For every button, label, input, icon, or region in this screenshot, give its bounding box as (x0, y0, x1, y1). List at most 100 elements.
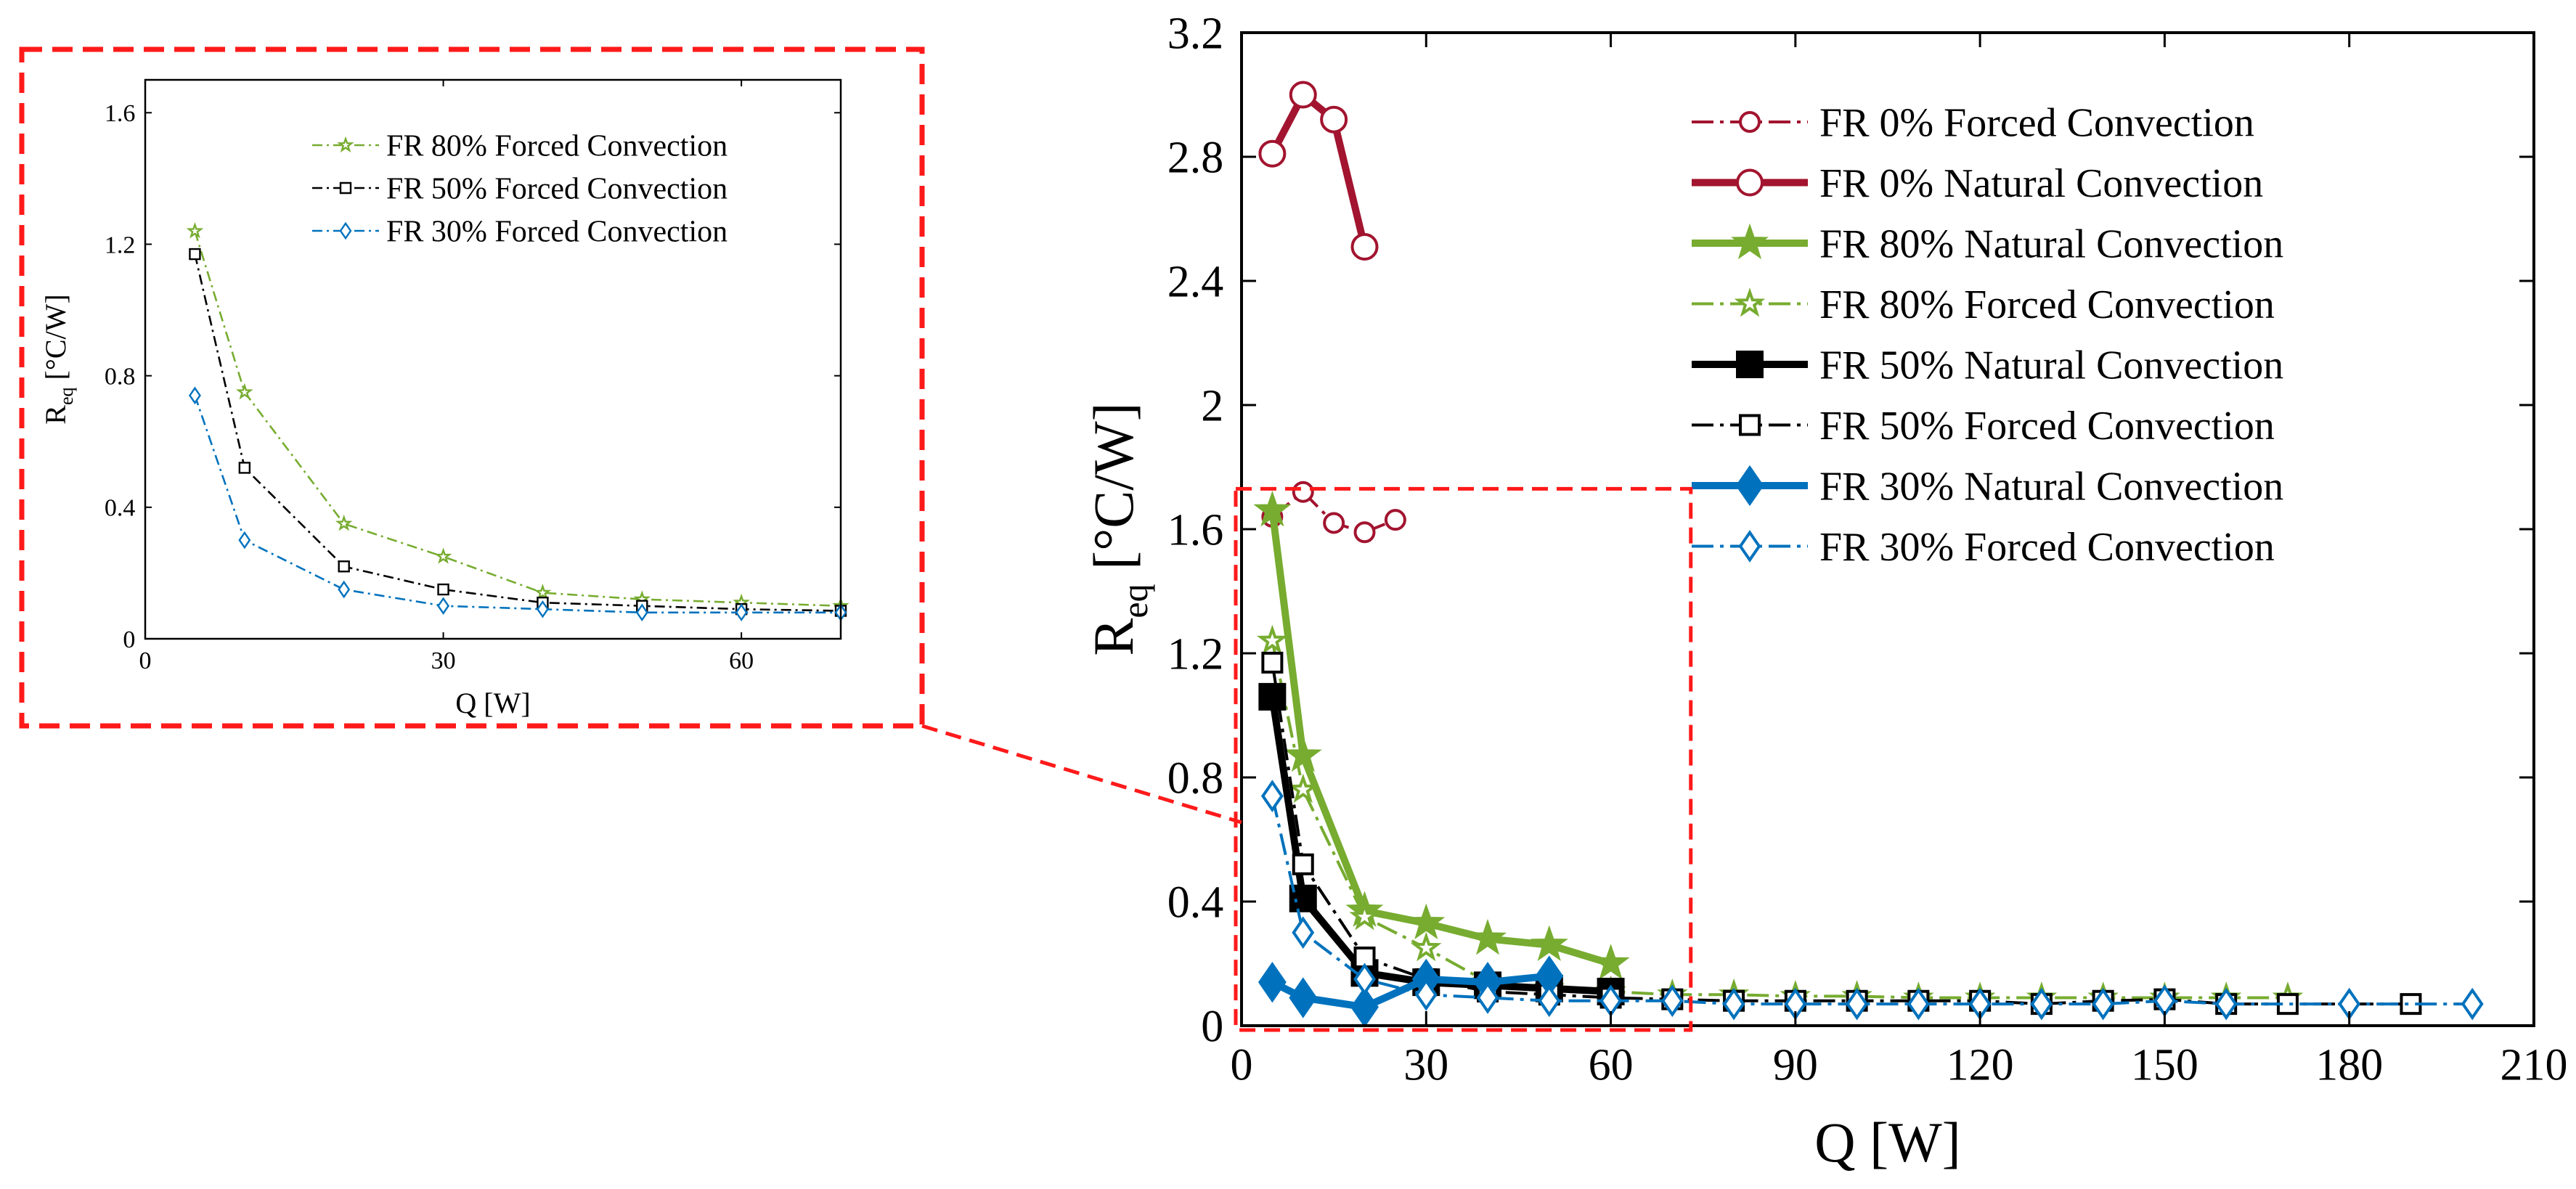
y-tick-label: 0 (1201, 1002, 1223, 1052)
data-point-fr-50-forced-convection (238, 462, 251, 474)
legend-entry: FR 80% Forced Convection (1692, 282, 2275, 327)
data-point-fr-50-forced-convection (1292, 853, 1314, 875)
data-point-fr-30-forced-convection (1414, 978, 1438, 1011)
x-tick-label: 30 (1403, 1040, 1448, 1090)
legend-label: FR 50% Forced Convection (1819, 404, 2275, 449)
legend-label: FR 30% Forced Convection (386, 216, 727, 249)
legend-marker (1736, 351, 1764, 378)
data-point-fr-80-forced-convection (534, 584, 552, 600)
data-point-fr-80-forced-convection (434, 547, 452, 564)
x-tick-label: 0 (1231, 1040, 1253, 1090)
y-tick-label: 1.6 (105, 100, 136, 127)
y-tick-label: 1.6 (1167, 506, 1224, 555)
data-point-fr-80-natural-convection (1530, 925, 1568, 961)
legend-entry: FR 0% Natural Convection (1692, 161, 2263, 206)
data-point-fr-50-forced-convection (189, 248, 201, 261)
series-fr-50-forced-convection (1261, 651, 2422, 1016)
data-point-fr-80-natural-convection (1284, 735, 1322, 772)
main-chart: 0 30 60 90 120 150 180 210 0 0.4 0.8 1.2 1.6 2 2.4 2.8 3… (1082, 9, 2568, 1174)
legend-entry: FR 30% Forced Convection (1692, 525, 2275, 570)
series-fr-0-forced-convection (1261, 481, 1406, 544)
legend-entry: FR 50% Forced Convection (1692, 404, 2275, 449)
data-point-fr-0-forced-convection (1353, 521, 1376, 544)
data-point-fr-30-forced-convection (1538, 984, 1561, 1018)
main-x-axis-label: Q [W] (1814, 1111, 1960, 1174)
data-point-fr-50-natural-convection (1258, 682, 1287, 711)
main-y-axis-label: Req [°C/W] (1082, 402, 1155, 655)
x-tick-label: 120 (1947, 1040, 2014, 1090)
x-tick-label: 60 (1589, 1040, 1634, 1090)
y-tick-label: 0.8 (1167, 754, 1224, 804)
series-fr-80-forced-convection (186, 221, 849, 613)
legend-entry: FR 30% Forced Convection (312, 216, 727, 249)
data-point-fr-0-forced-convection (1323, 512, 1345, 534)
legend-marker (1734, 287, 1766, 317)
series-fr-0-natural-convection (1258, 81, 1379, 261)
series-line-fr-30-forced-convection (1271, 796, 2473, 1006)
data-point-fr-80-forced-convection (236, 383, 253, 400)
x-tick-label: 30 (431, 647, 456, 674)
data-point-fr-30-forced-convection (1353, 963, 1376, 996)
zoom-connector-line (921, 724, 1242, 825)
legend-entry: FR 80% Forced Convection (312, 130, 727, 163)
y-tick-label: 2.4 (1167, 258, 1224, 307)
inset-tick-group: 0 30 60 0 0.4 0.8 1.2 1.6 (105, 80, 841, 674)
data-point-fr-50-forced-convection (338, 560, 350, 573)
legend-label: FR 50% Natural Convection (1819, 343, 2283, 388)
data-point-fr-30-forced-convection (238, 531, 251, 549)
data-point-fr-30-forced-convection (2092, 987, 2115, 1021)
data-point-fr-30-forced-convection (2030, 987, 2053, 1021)
data-point-fr-30-forced-convection (635, 603, 648, 622)
legend-marker (1736, 168, 1764, 197)
data-point-fr-0-natural-convection (1258, 139, 1287, 168)
y-tick-label: 0.4 (105, 495, 136, 522)
data-point-fr-30-forced-convection (2214, 987, 2238, 1021)
data-point-fr-30-forced-convection (1846, 987, 1869, 1021)
data-point-fr-0-natural-convection (1350, 232, 1379, 261)
series-line-fr-80-forced-convection (194, 231, 841, 607)
data-point-fr-30-natural-convection (1289, 977, 1318, 1018)
legend-marker (1735, 465, 1764, 507)
y-tick-label: 1.2 (105, 232, 136, 258)
legend-label: FR 30% Natural Convection (1819, 465, 2283, 510)
main-y-label-base: R (1082, 618, 1145, 656)
legend-marker (1739, 111, 1761, 133)
series-fr-30-forced-convection (188, 386, 847, 622)
data-point-fr-0-forced-convection (1384, 509, 1406, 531)
data-point-fr-80-natural-convection (1407, 903, 1446, 940)
series-line-fr-0-natural-convection (1268, 91, 1369, 248)
x-tick-label: 210 (2500, 1040, 2568, 1090)
data-point-fr-80-natural-convection (1253, 491, 1292, 527)
x-tick-label: 150 (2131, 1040, 2198, 1090)
inset-legend: FR 80% Forced Convection FR 50% Forced Co… (312, 130, 727, 249)
legend-label: FR 80% Forced Convection (1819, 282, 2275, 327)
y-tick-label: 2.8 (1167, 134, 1224, 183)
data-point-fr-30-forced-convection (1476, 981, 1499, 1014)
series-line-fr-50-forced-convection (1271, 662, 2411, 1006)
main-y-label-sub: eq (1114, 584, 1155, 618)
data-point-fr-50-forced-convection (1353, 946, 1376, 968)
y-tick-label: 1.2 (1167, 630, 1224, 679)
data-point-fr-80-forced-convection (186, 221, 204, 239)
data-point-fr-30-forced-convection (1660, 984, 1684, 1018)
data-point-fr-30-forced-convection (1260, 780, 1284, 813)
x-tick-label: 180 (2315, 1040, 2383, 1090)
legend-label: FR 80% Forced Convection (386, 130, 727, 163)
inset-y-label-unit: [°C/W] (39, 294, 72, 387)
series-fr-30-forced-convection (1260, 780, 2484, 1021)
legend-marker (337, 136, 354, 153)
data-point-fr-80-forced-convection (1349, 900, 1380, 931)
inset-y-label-sub: eq (56, 387, 77, 405)
data-point-fr-30-forced-convection (536, 600, 549, 618)
data-point-fr-80-forced-convection (1257, 624, 1288, 654)
legend-label: FR 50% Forced Convection (386, 173, 727, 206)
series-line-fr-50-forced-convection (194, 253, 841, 612)
legend-entry: FR 0% Forced Convection (1692, 101, 2254, 146)
legend-label: FR 0% Natural Convection (1819, 161, 2263, 206)
data-point-fr-80-natural-convection (1591, 944, 1630, 980)
data-point-fr-50-forced-convection (2276, 993, 2299, 1016)
inset-y-axis-label: Req [°C/W] (39, 294, 77, 424)
data-point-fr-30-forced-convection (1907, 987, 1930, 1021)
legend-marker (1738, 530, 1761, 563)
